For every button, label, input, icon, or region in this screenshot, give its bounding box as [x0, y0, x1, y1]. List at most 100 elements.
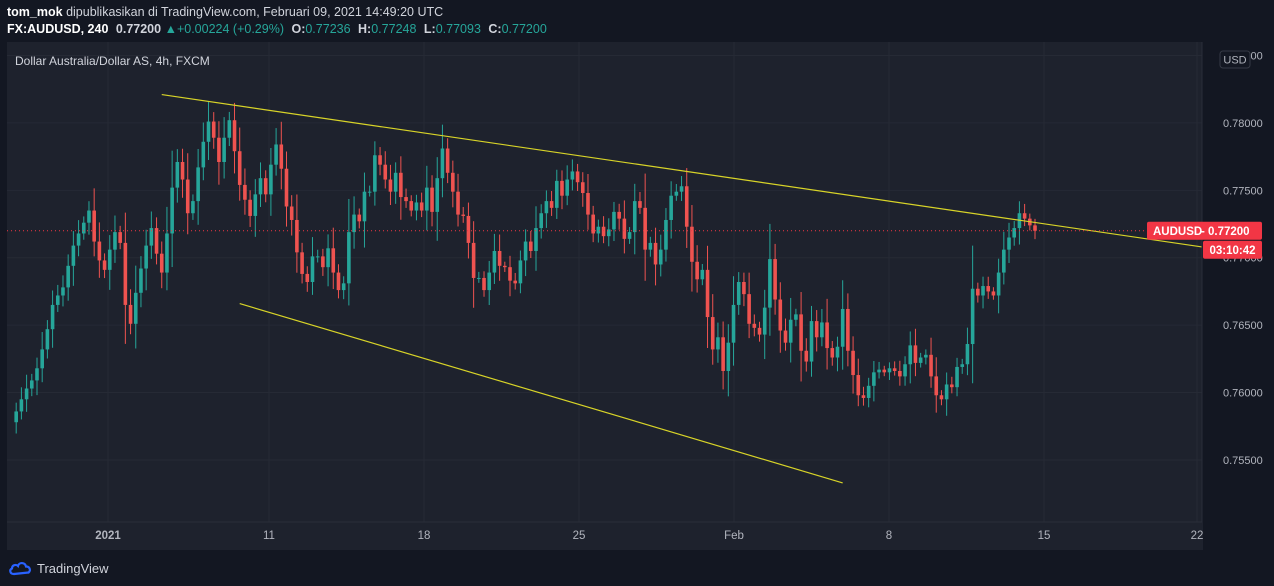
candle	[762, 289, 767, 360]
candle	[679, 176, 684, 201]
candle	[206, 101, 211, 160]
candle	[866, 377, 871, 408]
ohlc-legend: FX:AUDUSD, 240 0.77200 ▲+0.00224 (+0.29%…	[7, 22, 547, 36]
candle	[934, 357, 939, 413]
candle	[14, 402, 18, 434]
candle	[237, 127, 242, 201]
candle	[783, 318, 788, 351]
candle	[347, 198, 351, 306]
candle	[19, 387, 24, 420]
candle	[716, 322, 720, 363]
candle	[944, 372, 949, 416]
candle	[965, 327, 970, 376]
candle	[736, 272, 741, 315]
candle	[612, 201, 616, 242]
x-tick-label: 11	[263, 530, 275, 542]
candle	[778, 282, 783, 353]
close-label: C:	[488, 22, 502, 36]
candles	[14, 101, 1037, 434]
candle	[658, 234, 663, 277]
candle	[352, 196, 356, 249]
countdown-timer: 03:10:42	[1209, 245, 1255, 257]
candle	[684, 168, 689, 248]
candle	[310, 237, 315, 295]
candle	[913, 328, 918, 377]
candle	[128, 289, 133, 335]
candle	[451, 160, 455, 208]
candle	[217, 121, 221, 185]
time-axis-bg	[7, 522, 1202, 550]
candle	[887, 362, 892, 380]
candle	[757, 321, 762, 342]
candle	[201, 122, 206, 181]
candle	[191, 194, 195, 220]
candle	[986, 276, 991, 299]
candle	[81, 216, 86, 240]
candle	[373, 141, 377, 206]
candle	[908, 331, 913, 384]
price-tag: AUDUSD - 0.77200 03:10:42	[1147, 221, 1262, 259]
candle	[534, 206, 538, 271]
candle	[596, 219, 601, 243]
candle	[232, 102, 237, 174]
open-label: O:	[291, 22, 306, 36]
trendline[interactable]	[239, 302, 843, 484]
price-chart[interactable]: 0.755000.760000.765000.770000.775000.780…	[7, 42, 1267, 550]
candle	[165, 206, 169, 291]
candle	[118, 225, 122, 250]
candle	[799, 292, 803, 382]
y-tick-label: 0.77500	[1223, 185, 1263, 197]
candle	[487, 260, 492, 306]
candle	[341, 276, 346, 300]
brand-name: TradingView	[37, 560, 109, 576]
open-value: 0.77236	[305, 22, 351, 36]
chart-area[interactable]: 0.755000.760000.765000.770000.775000.780…	[7, 42, 1267, 550]
price-tag-value: 0.77200	[1208, 226, 1250, 238]
candle	[814, 310, 819, 352]
candle	[617, 203, 621, 230]
change-arrow-icon: ▲	[164, 22, 177, 36]
trendline[interactable]	[161, 93, 1203, 248]
candle	[315, 249, 320, 263]
candle	[820, 308, 824, 347]
candle	[102, 253, 107, 279]
price-tag-symbol: AUDUSD	[1153, 226, 1202, 238]
candle	[664, 208, 668, 262]
last-price: 0.77200	[115, 22, 162, 36]
candle	[710, 294, 715, 365]
candle	[409, 195, 414, 217]
candle	[29, 373, 34, 397]
candle	[159, 241, 164, 289]
trendlines[interactable]	[161, 93, 1203, 484]
candle	[924, 349, 928, 365]
candle	[939, 390, 944, 406]
tradingview-logo[interactable]: TradingView	[8, 560, 109, 576]
candle	[991, 287, 996, 300]
candle	[705, 245, 710, 348]
candle	[61, 275, 65, 307]
candle	[627, 227, 632, 244]
candle	[554, 169, 559, 219]
publish-header: tom_mok dipublikasikan di TradingView.co…	[0, 0, 1274, 40]
candle	[794, 308, 798, 327]
y-tick-label: 0.76000	[1223, 388, 1263, 400]
candle	[742, 272, 746, 307]
candle	[830, 341, 835, 366]
author-name[interactable]: tom_mok	[7, 5, 63, 19]
currency-badge[interactable]: USD	[1219, 50, 1251, 69]
candle	[123, 212, 128, 344]
candle	[529, 230, 533, 259]
candle	[846, 293, 850, 367]
candle	[929, 337, 933, 388]
candle	[903, 356, 907, 386]
candle	[892, 361, 897, 376]
time-axis[interactable]: 2021 11 18 25 Feb 8 15 22	[95, 530, 1203, 542]
y-tick-label: 0.75500	[1223, 455, 1263, 467]
candle	[648, 236, 653, 257]
x-tick-label: 2021	[95, 530, 121, 542]
y-tick-label: 0.78000	[1223, 118, 1263, 130]
chart-title: Dollar Australia/Dollar AS, 4h, FXCM	[15, 54, 210, 68]
grid	[7, 42, 1202, 522]
x-tick-label: 22	[1191, 530, 1204, 542]
candle	[970, 245, 975, 384]
